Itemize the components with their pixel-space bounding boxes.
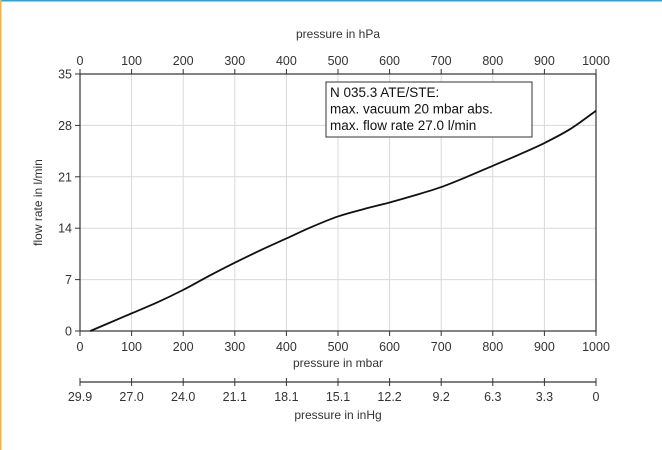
- inhg-tick-label: 24.0: [171, 390, 195, 404]
- y-tick-label: 28: [58, 119, 72, 133]
- inhg-tick-label: 0: [593, 390, 600, 404]
- inhg-tick-label: 18.1: [274, 390, 298, 404]
- x-tick-label: 0: [77, 340, 84, 354]
- frame-top-border: [0, 0, 662, 2]
- frame-left-border: [0, 0, 2, 450]
- y-tick-label: 14: [58, 222, 72, 236]
- annotation-max-vacuum: max. vacuum 20 mbar abs.: [330, 102, 493, 117]
- top-tick-label: 400: [276, 54, 297, 68]
- x-tick-label: 700: [431, 340, 452, 354]
- x-tick-label: 400: [276, 340, 297, 354]
- top-tick-label: 100: [121, 54, 142, 68]
- y-tick-label: 21: [58, 170, 72, 184]
- flow-curve: [89, 109, 597, 332]
- inhg-tick-label: 3.3: [536, 390, 553, 404]
- top-tick-label: 600: [379, 54, 400, 68]
- annotation-model: N 035.3 ATE/STE:: [330, 85, 439, 100]
- annotation-border: [325, 81, 533, 138]
- inhg-tick-label: 9.2: [433, 390, 450, 404]
- x-tick-label: 800: [482, 340, 503, 354]
- top-tick-label: 500: [328, 54, 349, 68]
- top-tick-label: 700: [431, 54, 452, 68]
- top-axis-title: pressure in hPa: [296, 27, 380, 41]
- x-tick-label: 500: [328, 340, 349, 354]
- top-tick-label: 200: [173, 54, 194, 68]
- top-tick-label: 900: [534, 54, 555, 68]
- x-tick-label: 200: [173, 340, 194, 354]
- y-tick-label: 35: [58, 68, 72, 82]
- x-axis-title: pressure in mbar: [293, 356, 383, 370]
- x-tick-label: 300: [224, 340, 245, 354]
- annotation-max-flow: max. flow rate 27.0 l/min: [330, 118, 476, 133]
- x-tick-label: 1000: [582, 340, 610, 354]
- inhg-tick-label: 15.1: [326, 390, 350, 404]
- inhg-tick-label: 12.2: [377, 390, 401, 404]
- inhg-tick-label: 29.9: [68, 390, 92, 404]
- top-tick-label: 300: [224, 54, 245, 68]
- y-tick-label: 7: [65, 273, 72, 287]
- y-axis-title: flow rate in l/min: [31, 159, 45, 246]
- x-tick-label: 600: [379, 340, 400, 354]
- top-tick-label: 0: [77, 54, 84, 68]
- top-tick-label: 1000: [582, 54, 610, 68]
- inhg-tick-label: 27.0: [119, 390, 143, 404]
- top-tick-label: 800: [482, 54, 503, 68]
- y-tick-label: 0: [65, 325, 72, 339]
- x-tick-label: 100: [121, 340, 142, 354]
- inhg-axis-title: pressure in inHg: [294, 408, 381, 422]
- inhg-tick-label: 6.3: [484, 390, 501, 404]
- spec-annotation-box: N 035.3 ATE/STE: max. vacuum 20 mbar abs…: [325, 81, 533, 138]
- x-tick-label: 900: [534, 340, 555, 354]
- inhg-tick-label: 21.1: [223, 390, 247, 404]
